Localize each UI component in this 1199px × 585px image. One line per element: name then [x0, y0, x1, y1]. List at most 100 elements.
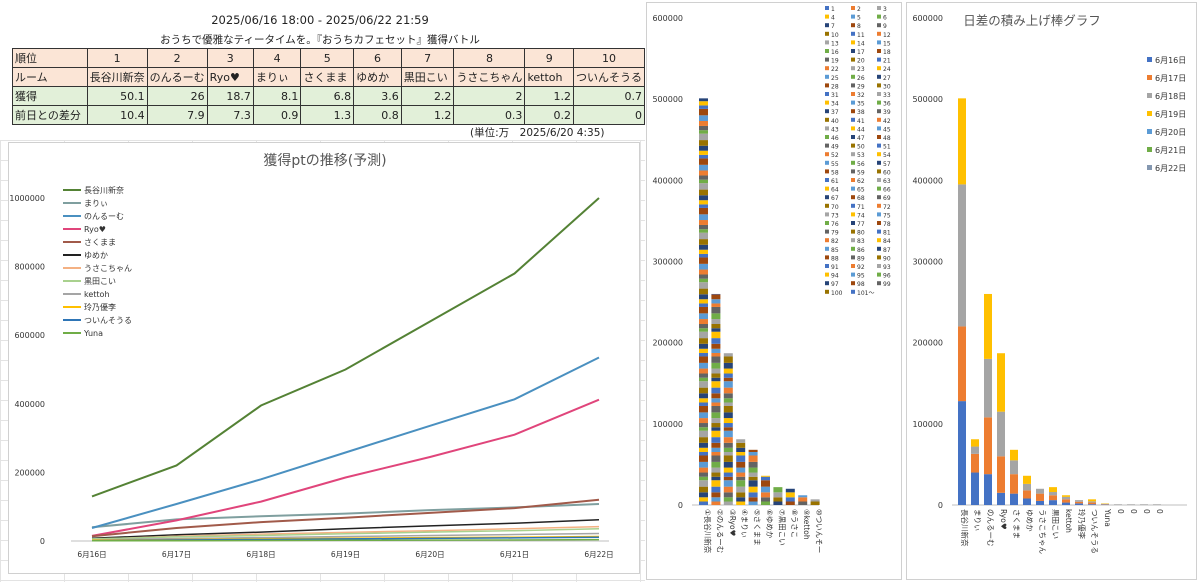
gain-cell[interactable]: 26	[147, 87, 207, 106]
rank-cell[interactable]: 4	[253, 49, 301, 68]
bar-segment-6月18日	[1010, 460, 1018, 474]
legend-swatch	[851, 195, 855, 199]
diff-cell[interactable]: 7.9	[147, 106, 207, 125]
gain-cell[interactable]: 2	[454, 87, 525, 106]
bar-segment-6月16日	[1010, 494, 1018, 505]
legend-swatch	[877, 221, 881, 225]
bar-segment	[724, 473, 733, 477]
rank-cell[interactable]: 5	[301, 49, 354, 68]
room-cell[interactable]: ゆめか	[354, 68, 402, 87]
diff-cell[interactable]: 0	[573, 106, 644, 125]
bar-segment	[1114, 504, 1122, 505]
room-cell[interactable]: kettoh	[525, 68, 574, 87]
legend-label: 56	[857, 161, 865, 168]
y-tick-label: 600000	[912, 14, 943, 23]
gain-cell[interactable]: 8.1	[253, 87, 301, 106]
gain-cell[interactable]: 2.2	[401, 87, 454, 106]
legend-label: 45	[883, 126, 891, 133]
legend-label: 6月19日	[1155, 110, 1186, 119]
legend-swatch	[1147, 165, 1152, 170]
y-tick-label: 1000000	[9, 194, 45, 203]
legend-label: 97	[831, 281, 839, 288]
room-cell[interactable]: さくまま	[301, 68, 354, 87]
row-label-rank[interactable]: 順位	[13, 49, 88, 68]
bar-segment	[711, 502, 720, 505]
room-cell[interactable]: 黒田こい	[401, 68, 454, 87]
rank-cell[interactable]: 3	[207, 49, 253, 68]
bar-segment-6月18日	[1088, 501, 1096, 502]
legend-label: 19	[831, 58, 839, 65]
legend-swatch	[877, 92, 881, 96]
rank-cell[interactable]: 7	[401, 49, 454, 68]
legend-swatch	[1147, 57, 1152, 62]
rank-cell[interactable]: 9	[525, 49, 574, 68]
bar-segment-6月17日	[1023, 490, 1031, 498]
x-tick-label: 6月17日	[162, 550, 191, 559]
gain-cell[interactable]: 0.7	[573, 87, 644, 106]
diff-cell[interactable]: 0.8	[354, 106, 402, 125]
diff-cell[interactable]: 1.3	[301, 106, 354, 125]
y-tick-label: 500000	[652, 95, 683, 104]
legend-swatch	[825, 75, 829, 79]
room-cell[interactable]: のんるーむ	[147, 68, 207, 87]
gain-cell[interactable]: 18.7	[207, 87, 253, 106]
diff-cell[interactable]: 0.3	[454, 106, 525, 125]
bar-segment	[724, 381, 733, 387]
row-label-diff[interactable]: 前日との差分	[13, 106, 88, 125]
bar-segment	[711, 356, 720, 362]
bar-segment	[699, 443, 708, 448]
bar-segment	[699, 195, 708, 200]
rank-cell[interactable]: 10	[573, 49, 644, 68]
rank-cell[interactable]: 8	[454, 49, 525, 68]
legend-label: のんるーむ	[84, 212, 124, 221]
bar-segment	[798, 497, 807, 501]
bar-segment	[699, 502, 708, 505]
diff-cell[interactable]: 0.2	[525, 106, 574, 125]
bar-segment	[811, 502, 820, 505]
room-cell[interactable]: ついんそうる	[573, 68, 644, 87]
bar-segment	[724, 462, 733, 468]
legend-swatch	[851, 83, 855, 87]
bar-segment	[699, 151, 708, 155]
gain-cell[interactable]: 1.2	[525, 87, 574, 106]
gain-cell[interactable]: 6.8	[301, 87, 354, 106]
rank-cell[interactable]: 2	[147, 49, 207, 68]
diff-cell[interactable]: 10.4	[87, 106, 147, 125]
bar-segment	[761, 477, 770, 480]
diff-cell[interactable]: 1.2	[401, 106, 454, 125]
legend-swatch	[877, 126, 881, 130]
y-tick-label: 100000	[652, 420, 683, 429]
legend-label: 69	[883, 195, 891, 202]
legend-swatch	[1147, 129, 1152, 134]
chart-title: 獲得ptの推移(予測)	[263, 152, 386, 169]
gain-cell[interactable]: 50.1	[87, 87, 147, 106]
rank-cell[interactable]: 6	[354, 49, 402, 68]
row-label-room[interactable]: ルーム	[13, 68, 88, 87]
bar-segment	[699, 477, 708, 480]
legend-swatch	[877, 169, 881, 173]
bar-segment	[699, 115, 708, 121]
room-cell[interactable]: 長谷川新奈	[87, 68, 147, 87]
bar-segment-6月18日	[1023, 484, 1031, 490]
legend-label: 34	[831, 101, 839, 108]
category-label: 長谷川新奈	[960, 509, 970, 547]
bar-segment	[711, 344, 720, 349]
bar-segment	[724, 431, 733, 437]
gain-cell[interactable]: 3.6	[354, 87, 402, 106]
room-cell[interactable]: まりぃ	[253, 68, 301, 87]
legend-swatch	[851, 221, 855, 225]
legend-label: 5	[857, 15, 861, 22]
room-cell[interactable]: うさこちゃん	[454, 68, 525, 87]
ranking-header-area: 2025/06/16 18:00 - 2025/06/22 21:59 おうちで…	[0, 0, 645, 140]
room-cell[interactable]: Ryo♥	[207, 68, 253, 87]
legend-label: 38	[857, 109, 865, 116]
diff-cell[interactable]: 0.9	[253, 106, 301, 125]
row-label-gain[interactable]: 獲得	[13, 87, 88, 106]
rank-cell[interactable]: 1	[87, 49, 147, 68]
bar-segment	[711, 437, 720, 443]
diff-cell[interactable]: 7.3	[207, 106, 253, 125]
category-label: さくまま	[1012, 509, 1021, 539]
